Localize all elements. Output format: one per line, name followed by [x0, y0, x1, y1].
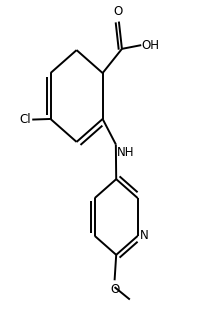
Text: OH: OH — [142, 38, 160, 52]
Text: O: O — [113, 5, 123, 18]
Text: N: N — [140, 229, 149, 242]
Text: Cl: Cl — [20, 113, 31, 126]
Text: NH: NH — [117, 146, 134, 159]
Text: O: O — [110, 283, 120, 296]
